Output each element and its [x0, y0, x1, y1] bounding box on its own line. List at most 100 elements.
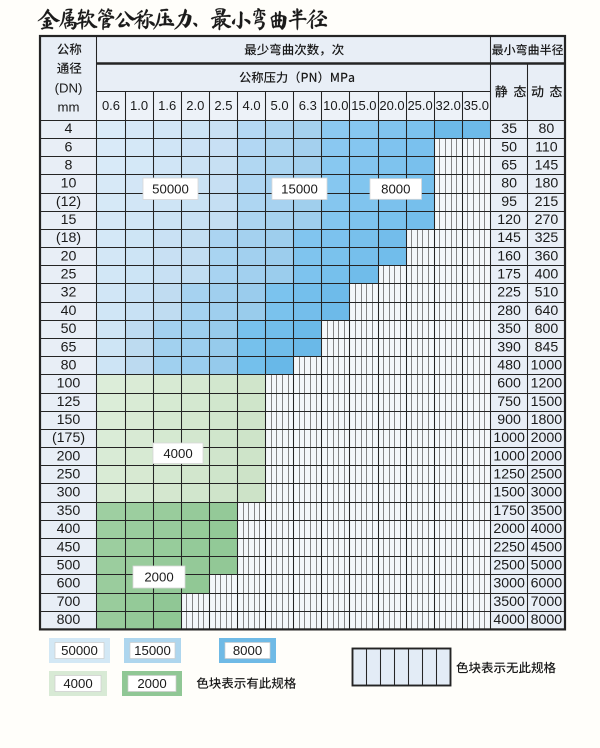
svg-text:6000: 6000	[531, 576, 563, 592]
svg-text:6.3: 6.3	[299, 98, 317, 113]
svg-text:510: 510	[535, 285, 559, 301]
svg-text:4: 4	[65, 121, 73, 137]
svg-text:95: 95	[501, 194, 517, 210]
svg-text:1500: 1500	[531, 394, 563, 410]
svg-text:110: 110	[535, 139, 558, 155]
svg-text:2.5: 2.5	[214, 98, 232, 113]
svg-text:50000: 50000	[61, 643, 98, 658]
svg-text:1000: 1000	[493, 430, 525, 446]
svg-text:80: 80	[61, 358, 77, 374]
svg-text:2000: 2000	[137, 676, 166, 691]
svg-text:2000: 2000	[531, 430, 563, 446]
svg-text:325: 325	[535, 230, 559, 246]
svg-text:120: 120	[497, 212, 521, 228]
svg-text:2000: 2000	[144, 570, 173, 585]
svg-text:280: 280	[497, 303, 521, 319]
svg-text:250: 250	[57, 467, 81, 483]
svg-text:390: 390	[497, 339, 521, 355]
svg-text:80: 80	[539, 121, 555, 137]
svg-text:2500: 2500	[493, 558, 525, 574]
svg-text:350: 350	[57, 503, 81, 519]
svg-text:4000: 4000	[493, 612, 525, 628]
svg-text:350: 350	[497, 321, 521, 337]
svg-text:100: 100	[57, 376, 81, 392]
svg-text:845: 845	[535, 339, 559, 355]
svg-text:4000: 4000	[63, 676, 92, 691]
svg-text:500: 500	[57, 558, 81, 574]
svg-text:32: 32	[61, 285, 77, 301]
svg-text:700: 700	[57, 594, 81, 610]
svg-text:360: 360	[535, 248, 559, 264]
svg-text:225: 225	[497, 285, 521, 301]
svg-text:6: 6	[65, 139, 73, 155]
svg-text:(175): (175)	[52, 430, 85, 446]
svg-text:10: 10	[61, 176, 77, 192]
svg-text:35: 35	[501, 121, 517, 137]
svg-text:1750: 1750	[493, 503, 525, 519]
svg-text:145: 145	[497, 230, 521, 246]
svg-text:4000: 4000	[163, 446, 192, 461]
svg-text:8000: 8000	[531, 612, 563, 628]
svg-text:(12): (12)	[56, 194, 81, 210]
svg-text:800: 800	[535, 321, 559, 337]
svg-text:150: 150	[57, 412, 81, 428]
svg-text:5000: 5000	[531, 558, 563, 574]
svg-text:8000: 8000	[381, 182, 410, 197]
svg-text:1000: 1000	[531, 358, 563, 374]
svg-text:40: 40	[61, 303, 77, 319]
svg-text:15.0: 15.0	[351, 98, 376, 113]
svg-text:4000: 4000	[531, 521, 563, 537]
svg-text:3500: 3500	[531, 503, 563, 519]
svg-text:2250: 2250	[493, 539, 525, 555]
svg-text:215: 215	[535, 194, 559, 210]
svg-text:25.0: 25.0	[407, 98, 432, 113]
svg-text:2000: 2000	[493, 521, 525, 537]
svg-text:1200: 1200	[531, 376, 563, 392]
svg-text:3500: 3500	[493, 594, 525, 610]
svg-text:20.0: 20.0	[379, 98, 404, 113]
svg-text:125: 125	[57, 394, 81, 410]
svg-text:50: 50	[61, 321, 77, 337]
svg-text:50000: 50000	[152, 181, 189, 196]
svg-text:80: 80	[501, 176, 517, 192]
svg-text:3000: 3000	[493, 576, 525, 592]
svg-text:640: 640	[535, 303, 559, 319]
svg-text:4500: 4500	[531, 539, 563, 555]
svg-text:1800: 1800	[531, 412, 563, 428]
svg-text:1250: 1250	[493, 467, 525, 483]
svg-text:15000: 15000	[134, 643, 171, 658]
svg-text:32.0: 32.0	[436, 98, 461, 113]
svg-text:200: 200	[57, 448, 81, 464]
svg-text:2000: 2000	[531, 448, 563, 464]
svg-text:175: 175	[497, 267, 521, 283]
svg-text:270: 270	[535, 212, 559, 228]
svg-text:20: 20	[61, 248, 77, 264]
svg-text:10.0: 10.0	[323, 98, 348, 113]
svg-text:7000: 7000	[531, 594, 563, 610]
svg-text:8: 8	[65, 158, 73, 174]
svg-text:900: 900	[497, 412, 521, 428]
svg-text:65: 65	[61, 339, 77, 355]
svg-text:800: 800	[57, 612, 81, 628]
svg-text:35.0: 35.0	[464, 98, 489, 113]
svg-text:15000: 15000	[281, 181, 318, 196]
svg-text:400: 400	[535, 267, 559, 283]
svg-text:145: 145	[535, 158, 559, 174]
svg-text:1.6: 1.6	[158, 98, 176, 113]
svg-text:25: 25	[61, 267, 77, 283]
svg-text:3000: 3000	[531, 485, 563, 501]
svg-text:(DN): (DN)	[55, 81, 83, 96]
svg-text:2.0: 2.0	[186, 98, 204, 113]
svg-text:450: 450	[57, 539, 81, 555]
svg-text:300: 300	[57, 485, 81, 501]
svg-text:750: 750	[497, 394, 521, 410]
svg-text:2500: 2500	[531, 467, 563, 483]
svg-text:50: 50	[501, 139, 517, 155]
svg-text:600: 600	[57, 576, 81, 592]
svg-text:0.6: 0.6	[102, 98, 120, 113]
svg-text:160: 160	[497, 248, 521, 264]
svg-text:480: 480	[497, 358, 521, 374]
svg-text:8000: 8000	[233, 643, 262, 658]
svg-text:400: 400	[57, 521, 81, 537]
svg-text:4.0: 4.0	[243, 98, 261, 113]
